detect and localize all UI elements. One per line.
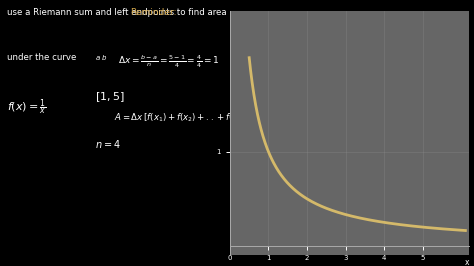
Text: $A=\Delta x\,[f(x_1)+f(x_2)+..+f(x_n)]$: $A=\Delta x\,[f(x_1)+f(x_2)+..+f(x_n)]$ [114, 112, 249, 124]
Text: x: x [465, 258, 470, 266]
Text: $\Delta x=\frac{b-a}{n}=\frac{5-1}{4}=\frac{4}{4}=1$: $\Delta x=\frac{b-a}{n}=\frac{5-1}{4}=\f… [118, 53, 220, 70]
Text: $[1,5]$: $[1,5]$ [95, 90, 125, 104]
Text: Reminder:: Reminder: [130, 8, 177, 17]
Text: under the curve: under the curve [7, 53, 76, 62]
Text: $n=4$: $n=4$ [95, 138, 120, 150]
Text: $f(x)=\frac{1}{x}$: $f(x)=\frac{1}{x}$ [7, 98, 47, 118]
Text: use a Riemann sum and left endpoints to find area: use a Riemann sum and left endpoints to … [7, 8, 227, 17]
Text: $a \; b$: $a \; b$ [95, 53, 107, 62]
